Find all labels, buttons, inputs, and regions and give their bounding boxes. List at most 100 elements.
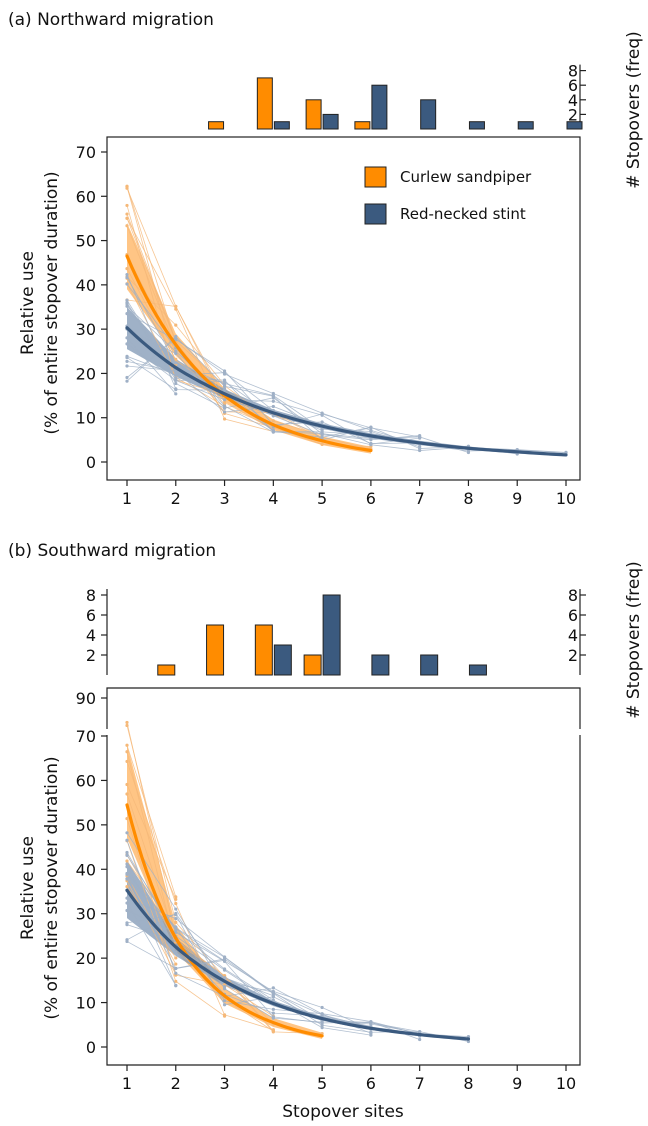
individual-point: [222, 999, 227, 1003]
individual-point: [418, 1037, 422, 1042]
individual-point: [174, 381, 178, 386]
x-tick-label: 7: [415, 1074, 425, 1093]
individual-point: [125, 896, 129, 900]
individual-point: [369, 441, 373, 446]
individual-point: [125, 375, 129, 380]
individual-point: [174, 349, 178, 354]
individual-track: [126, 745, 177, 897]
individual-point: [125, 859, 129, 863]
panel-b: (b) Southward migration 1 2 3 4 5 6 7 8 9 10 0 10 20…: [8, 541, 644, 1122]
individual-point: [174, 984, 178, 988]
individual-point: [125, 759, 129, 764]
individual-point: [271, 414, 275, 418]
individual-point: [222, 985, 227, 989]
hist-bar-curlew: [254, 624, 273, 676]
individual-point: [125, 203, 129, 208]
hist-bar-curlew: [303, 654, 322, 676]
individual-point: [222, 398, 227, 402]
individual-point: [125, 750, 129, 754]
individual-track: [126, 854, 274, 1025]
individual-point: [174, 962, 178, 966]
legend-swatch-curlew: [364, 166, 387, 188]
individual-point: [271, 998, 275, 1002]
individual-point: [271, 1029, 275, 1033]
individual-point: [125, 831, 129, 835]
individual-point: [271, 1007, 275, 1011]
individual-point: [125, 184, 129, 188]
individual-point: [125, 216, 129, 220]
panel-b-hist-ylabel: # Stopovers (freq): [624, 561, 644, 719]
individual-point: [174, 971, 178, 975]
x-tick-label: 5: [317, 1074, 327, 1093]
hist-bar-stint: [566, 121, 583, 130]
individual-point: [174, 361, 178, 365]
individual-point: [125, 838, 129, 842]
hist-left-tick-label: 8: [86, 586, 96, 605]
individual-point: [320, 442, 324, 447]
individual-track: [126, 784, 177, 900]
individual-point: [174, 388, 178, 392]
panel-b-upper-frame: [106, 687, 581, 729]
individual-point: [369, 1033, 373, 1037]
individual-point: [369, 1021, 373, 1025]
panel-a-fits: [125, 254, 568, 457]
hist-left-tick-label: 6: [86, 606, 96, 625]
individual-point: [271, 995, 275, 999]
y-tick-label: 40: [76, 860, 96, 879]
individual-point: [466, 449, 471, 453]
individual-point: [222, 417, 227, 421]
individual-point: [174, 950, 178, 954]
individual-point: [125, 720, 129, 725]
individual-point: [125, 267, 129, 271]
individual-point: [125, 275, 129, 280]
y-tick-label: 20: [76, 949, 96, 968]
individual-point: [320, 433, 324, 437]
x-tick-label: 8: [463, 489, 473, 508]
hist-bar-stint: [273, 121, 290, 130]
hist-bar-curlew: [354, 121, 371, 130]
hist-bar-curlew: [305, 99, 322, 130]
individual-point: [222, 959, 227, 963]
x-tick-label: 1: [122, 1074, 132, 1093]
individual-point: [369, 425, 373, 429]
individual-point: [125, 901, 129, 905]
hist-bar-stint: [322, 594, 341, 676]
hist-right-tick-label: 6: [568, 606, 578, 625]
hist-bar-stint: [420, 654, 439, 676]
panel-a-individuals: [125, 184, 568, 456]
individual-point: [320, 1023, 324, 1027]
individual-point: [174, 925, 178, 929]
curlew-fit-line: [125, 254, 373, 453]
individual-point: [320, 1005, 324, 1010]
individual-point: [271, 986, 275, 990]
panel-b-ylabel-1: Relative use: [18, 836, 38, 940]
stint-fit-line: [125, 888, 471, 1041]
individual-point: [222, 384, 227, 388]
panel-a: (a) Northward migration 1 2 3 4 5 6 7 8 9 10 0 10 20…: [8, 10, 644, 508]
individual-point: [125, 872, 129, 876]
individual-point: [466, 1039, 471, 1044]
y-tick-label: 20: [76, 364, 96, 383]
individual-point: [125, 364, 129, 368]
individual-point: [320, 411, 324, 415]
individual-point: [222, 400, 227, 404]
individual-point: [125, 282, 129, 286]
individual-point: [174, 917, 178, 921]
panel-b-xlabel: Stopover sites: [282, 1102, 404, 1122]
x-tick-label: 10: [556, 489, 576, 508]
individual-point: [125, 792, 129, 796]
individual-point: [125, 865, 129, 869]
y-tick-label: 10: [76, 994, 96, 1013]
hist-right-tick-label: 4: [568, 91, 578, 110]
panel-a-ticks: 1 2 3 4 5 6 7 8 9 10 0 10 20 30 40 50 60 70: [76, 143, 577, 508]
individual-point: [222, 1003, 227, 1007]
panel-b-plot-frame: [106, 735, 581, 1066]
y-tick-label: 70: [76, 143, 96, 162]
individual-point: [271, 399, 275, 403]
individual-point: [222, 378, 227, 382]
individual-point: [174, 897, 178, 901]
x-tick-label: 6: [366, 1074, 376, 1093]
hist-right-tick-label: 2: [568, 646, 578, 665]
individual-point: [125, 342, 129, 346]
hist-bar-stint: [371, 654, 390, 676]
